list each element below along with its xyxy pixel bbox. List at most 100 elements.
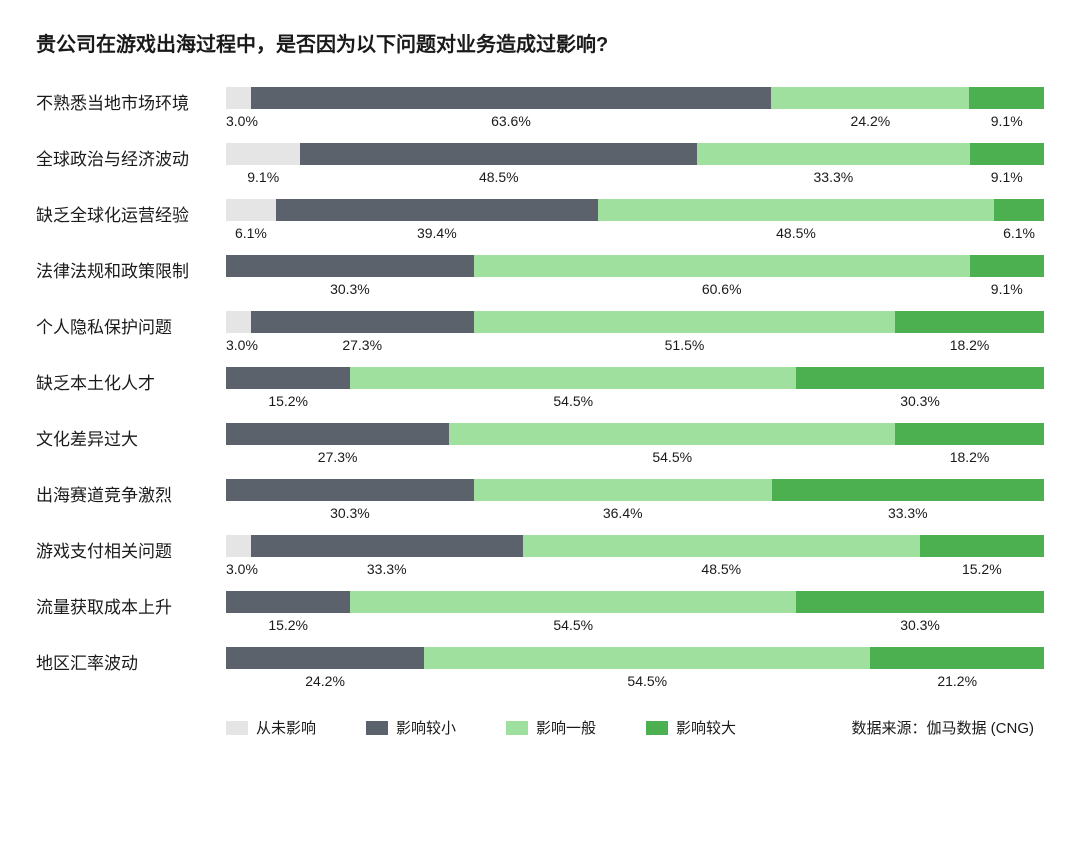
row-label: 游戏支付相关问题 (36, 535, 226, 562)
bar-segment (970, 255, 1044, 277)
bar-value: 6.1% (226, 225, 276, 243)
value-track: 6.1%39.4%48.5%6.1% (226, 225, 1044, 243)
value-track: 30.3%60.6%9.1% (226, 281, 1044, 299)
bar-value: 18.2% (895, 449, 1044, 467)
bar-value: 9.1% (970, 281, 1044, 299)
bar-value: 54.5% (449, 449, 895, 467)
row-label: 个人隐私保护问题 (36, 311, 226, 338)
chart-row: 全球政治与经济波动9.1%48.5%33.3%9.1% (36, 143, 1044, 187)
value-track: 24.2%54.5%21.2% (226, 673, 1044, 691)
chart-title: 贵公司在游戏出海过程中，是否因为以下问题对业务造成过影响? (36, 28, 1044, 57)
value-track: 3.0%33.3%48.5%15.2% (226, 561, 1044, 579)
bar-value: 48.5% (598, 225, 994, 243)
chart-row: 游戏支付相关问题3.0%33.3%48.5%15.2% (36, 535, 1044, 579)
bar-value: 30.3% (796, 617, 1044, 635)
bar-value: 15.2% (920, 561, 1044, 579)
bar-value: 51.5% (474, 337, 895, 355)
bar-value: 54.5% (424, 673, 870, 691)
bar-segment (994, 199, 1044, 221)
bar-track (226, 591, 1044, 613)
row-label: 缺乏全球化运营经验 (36, 199, 226, 226)
bar-segment (226, 255, 474, 277)
bar-segment (350, 591, 796, 613)
bar-segment (226, 423, 449, 445)
bar-value: 18.2% (895, 337, 1044, 355)
bar-track (226, 479, 1044, 501)
row-bars: 3.0%33.3%48.5%15.2% (226, 535, 1044, 579)
chart-row: 个人隐私保护问题3.0%27.3%51.5%18.2% (36, 311, 1044, 355)
bar-track (226, 311, 1044, 333)
bar-segment (226, 311, 251, 333)
bar-segment (251, 311, 474, 333)
bar-segment (697, 143, 969, 165)
bar-segment (870, 647, 1044, 669)
bar-track (226, 367, 1044, 389)
bar-segment (276, 199, 598, 221)
bar-segment (251, 535, 523, 557)
bar-value: 60.6% (474, 281, 970, 299)
bar-segment (474, 479, 772, 501)
bar-value: 21.2% (870, 673, 1044, 691)
row-label: 缺乏本土化人才 (36, 367, 226, 394)
row-bars: 15.2%54.5%30.3% (226, 591, 1044, 635)
bar-segment (895, 423, 1044, 445)
bar-value: 15.2% (226, 393, 350, 411)
bar-value: 30.3% (226, 281, 474, 299)
bar-segment (226, 143, 300, 165)
bar-track (226, 255, 1044, 277)
value-track: 27.3%54.5%18.2% (226, 449, 1044, 467)
bar-segment (424, 647, 870, 669)
bar-value: 24.2% (771, 113, 969, 131)
chart-row: 文化差异过大27.3%54.5%18.2% (36, 423, 1044, 467)
bar-segment (771, 87, 969, 109)
legend-label: 影响较大 (676, 717, 736, 738)
bar-track (226, 87, 1044, 109)
row-bars: 30.3%36.4%33.3% (226, 479, 1044, 523)
bar-value: 33.3% (697, 169, 969, 187)
bar-segment (474, 255, 970, 277)
bar-value: 9.1% (970, 169, 1044, 187)
bar-segment (226, 535, 251, 557)
bar-value: 3.0% (226, 337, 251, 355)
bar-value: 33.3% (251, 561, 523, 579)
row-bars: 3.0%27.3%51.5%18.2% (226, 311, 1044, 355)
bar-segment (226, 199, 276, 221)
bar-segment (796, 367, 1044, 389)
bar-value: 54.5% (350, 617, 796, 635)
bar-value: 27.3% (251, 337, 474, 355)
bar-value: 24.2% (226, 673, 424, 691)
row-bars: 24.2%54.5%21.2% (226, 647, 1044, 691)
bar-segment (796, 591, 1044, 613)
value-track: 9.1%48.5%33.3%9.1% (226, 169, 1044, 187)
bar-value: 63.6% (251, 113, 772, 131)
chart-row: 缺乏本土化人才15.2%54.5%30.3% (36, 367, 1044, 411)
bar-segment (920, 535, 1044, 557)
bar-track (226, 647, 1044, 669)
value-track: 30.3%36.4%33.3% (226, 505, 1044, 523)
bar-segment (474, 311, 895, 333)
bar-segment (970, 143, 1044, 165)
bar-value: 27.3% (226, 449, 449, 467)
bar-value: 36.4% (474, 505, 772, 523)
bar-value: 6.1% (994, 225, 1044, 243)
bar-segment (598, 199, 994, 221)
row-bars: 15.2%54.5%30.3% (226, 367, 1044, 411)
row-label: 流量获取成本上升 (36, 591, 226, 618)
bar-value: 3.0% (226, 113, 251, 131)
legend-label: 从未影响 (256, 717, 316, 738)
row-label: 不熟悉当地市场环境 (36, 87, 226, 114)
data-source: 数据来源：伽马数据 (CNG) (852, 717, 1035, 738)
legend-item-large: 影响较大 (646, 717, 736, 738)
stacked-bar-chart: 不熟悉当地市场环境3.0%63.6%24.2%9.1%全球政治与经济波动9.1%… (36, 87, 1044, 691)
legend-label: 影响一般 (536, 717, 596, 738)
chart-row: 缺乏全球化运营经验6.1%39.4%48.5%6.1% (36, 199, 1044, 243)
bar-value: 9.1% (969, 113, 1044, 131)
bar-segment (300, 143, 697, 165)
bar-segment (226, 367, 350, 389)
chart-row: 地区汇率波动24.2%54.5%21.2% (36, 647, 1044, 691)
bar-value: 48.5% (523, 561, 920, 579)
value-track: 3.0%27.3%51.5%18.2% (226, 337, 1044, 355)
row-label: 文化差异过大 (36, 423, 226, 450)
bar-segment (226, 479, 474, 501)
row-bars: 30.3%60.6%9.1% (226, 255, 1044, 299)
